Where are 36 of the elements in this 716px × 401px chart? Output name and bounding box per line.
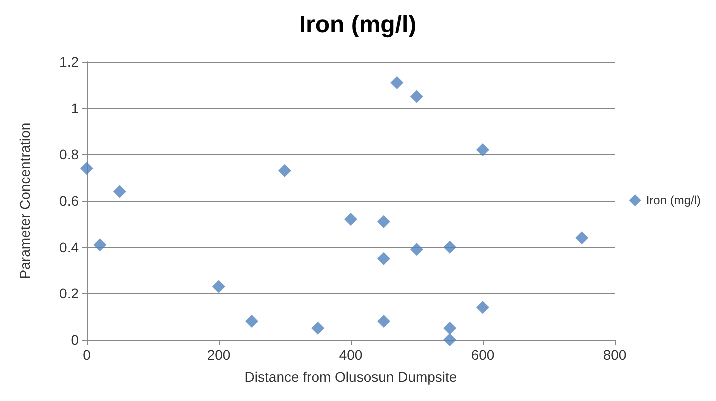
point [444, 334, 456, 346]
x-tick-label: 0 [83, 347, 92, 363]
point [378, 252, 390, 266]
point [476, 301, 490, 314]
point [94, 238, 107, 252]
legend-label: Iron (mg/l) [646, 194, 702, 208]
y-tick-label: 0.8 [60, 146, 80, 163]
point [344, 213, 358, 226]
point [390, 76, 404, 90]
point [576, 232, 588, 245]
point [246, 314, 258, 328]
point [444, 240, 456, 254]
chart-title: Iron (mg/l) [299, 12, 417, 38]
point [378, 215, 390, 228]
point [278, 164, 292, 178]
point [378, 314, 390, 328]
y-tick-label: 1.2 [60, 54, 80, 70]
point [212, 280, 226, 294]
y-tick-label: 0.2 [60, 286, 80, 302]
x-tick-label: 800 [603, 347, 627, 363]
point [444, 322, 456, 335]
point [410, 243, 424, 256]
x-tick-label: 600 [471, 347, 495, 363]
y-tick-label: 0 [71, 332, 80, 348]
point [312, 322, 324, 335]
y-tick-label: 0.4 [60, 239, 80, 256]
y-tick-label: 1 [71, 100, 80, 116]
x-axis-title: Distance from Olusosun Dumpsite [244, 369, 458, 385]
x-tick-label: 200 [207, 347, 231, 363]
y-axis-title: Parameter Concentration [17, 122, 33, 280]
point [476, 144, 490, 157]
point [80, 162, 94, 176]
point [410, 90, 424, 104]
y-tick-label: 0.6 [60, 193, 80, 209]
point [114, 185, 126, 198]
x-tick-label: 400 [339, 347, 363, 363]
